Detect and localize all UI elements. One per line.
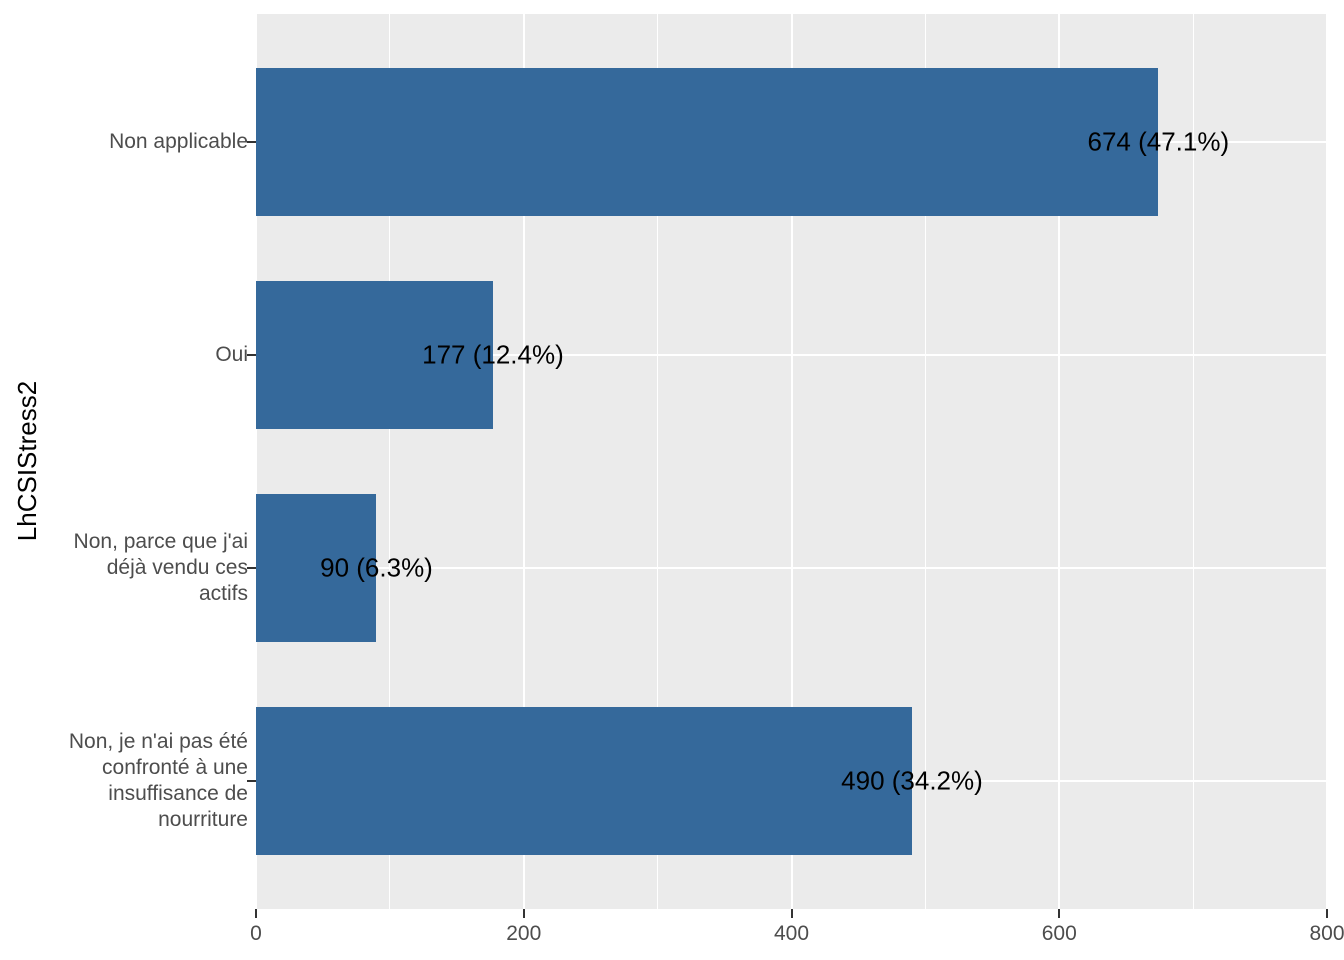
x-tick-mark xyxy=(1326,909,1328,918)
vertical-minor-gridline xyxy=(657,14,659,909)
vertical-major-gridline xyxy=(522,14,525,909)
vertical-minor-gridline xyxy=(389,14,391,909)
x-tick-label: 200 xyxy=(506,922,542,945)
bar-value-label: 90 (6.3%) xyxy=(320,552,433,583)
vertical-minor-gridline xyxy=(1192,14,1194,909)
bar xyxy=(256,67,1159,216)
bar xyxy=(256,280,493,429)
x-tick-label: 400 xyxy=(773,922,810,945)
bar-value-label: 674 (47.1%) xyxy=(1087,126,1230,157)
x-tick-mark xyxy=(790,909,793,918)
category-label: Non, parce que j'ai déjà vendu ces actif… xyxy=(73,530,248,606)
vertical-major-gridline xyxy=(790,14,793,909)
x-tick-mark xyxy=(522,909,525,918)
category-label: Non, je n'ai pas été confronté à une ins… xyxy=(68,730,248,832)
x-tick-label: 600 xyxy=(1041,922,1077,945)
x-tick-label: 800 xyxy=(1309,922,1344,945)
vertical-major-gridline xyxy=(255,14,257,909)
y-tick-mark xyxy=(247,780,256,783)
bar xyxy=(256,494,377,643)
x-tick-label: 0 xyxy=(250,922,262,945)
category-label: Non applicable xyxy=(109,129,248,153)
y-tick-mark xyxy=(247,567,256,570)
category-label: Oui xyxy=(215,342,248,366)
x-tick-mark xyxy=(1058,909,1061,918)
bar-value-label: 177 (12.4%) xyxy=(422,339,564,370)
bar-value-label: 490 (34.2%) xyxy=(841,765,983,796)
y-tick-mark xyxy=(247,353,256,356)
y-tick-mark xyxy=(247,140,256,143)
vertical-major-gridline xyxy=(1058,14,1061,909)
vertical-minor-gridline xyxy=(924,14,926,909)
y-axis-title: LhCSIStress2 xyxy=(12,380,42,542)
vertical-major-gridline xyxy=(1326,14,1328,909)
plot-panel: 674 (47.1%) 177 (12.4%) 90 (6.3%) 490 (34.2… xyxy=(255,14,1328,909)
x-tick-mark xyxy=(255,909,257,918)
bar xyxy=(256,707,912,856)
